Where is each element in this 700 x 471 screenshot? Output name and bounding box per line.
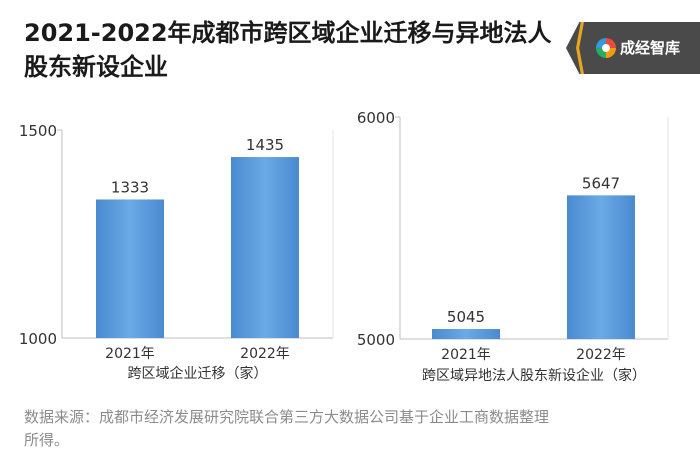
x-tick-label: 2022年 bbox=[240, 346, 290, 362]
y-tick-label: 6000 bbox=[357, 109, 395, 127]
chart-title: 2021-2022年成都市跨区域企业迁移与异地法人 股东新设企业 bbox=[24, 16, 552, 84]
bar bbox=[432, 329, 500, 339]
x-axis-label: 跨区域异地法人股东新设企业（家） bbox=[422, 367, 646, 384]
y-tick-label: 1000 bbox=[19, 330, 57, 348]
x-tick-label: 2021年 bbox=[105, 346, 155, 362]
brand-badge: 成经智库 bbox=[566, 22, 700, 74]
data-source-note: 数据来源：成都市经济发展研究院联合第三方大数据公司基于企业工商数据整理 所得。 bbox=[24, 406, 684, 452]
data-label: 1435 bbox=[246, 136, 284, 154]
chart-new-enterprises: 5000 6000 5045 2021年 5647 2022年跨区域异地法人股东新设企业（… bbox=[357, 109, 669, 384]
y-tick-label: 5000 bbox=[357, 331, 395, 349]
x-axis-label: 跨区域企业迁移（家） bbox=[128, 365, 268, 382]
data-source-line-1: 数据来源：成都市经济发展研究院联合第三方大数据公司基于企业工商数据整理 bbox=[24, 408, 550, 426]
data-label: 1333 bbox=[111, 178, 149, 196]
x-tick-label: 2021年 bbox=[441, 347, 491, 363]
bar bbox=[96, 199, 164, 338]
data-source-line-2: 所得。 bbox=[24, 431, 70, 449]
data-label: 5647 bbox=[582, 174, 620, 192]
data-label: 5045 bbox=[447, 308, 485, 326]
chart-title-line-2: 股东新设企业 bbox=[24, 53, 168, 81]
bar bbox=[567, 195, 635, 339]
brand-name: 成经智库 bbox=[620, 39, 681, 57]
y-tick-label: 1500 bbox=[19, 122, 57, 140]
rainbow-ring-icon bbox=[596, 38, 616, 58]
brand-badge-background bbox=[566, 22, 700, 74]
x-tick-label: 2022年 bbox=[576, 347, 626, 363]
chart-title-line-1: 2021-2022年成都市跨区域企业迁移与异地法人 bbox=[24, 19, 552, 47]
bar bbox=[231, 157, 299, 338]
